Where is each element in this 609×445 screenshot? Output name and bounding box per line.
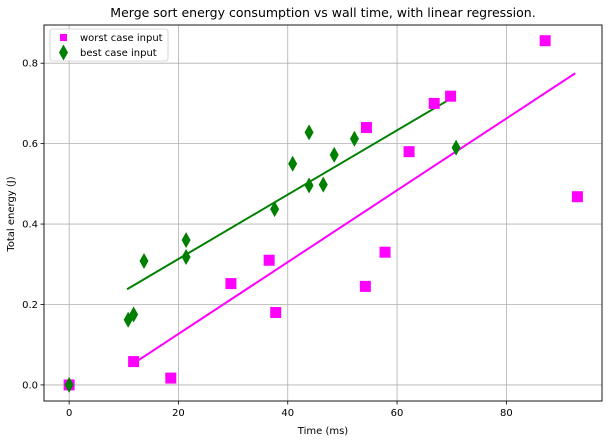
data-point xyxy=(318,176,328,193)
data-point xyxy=(539,35,551,47)
data-point xyxy=(225,278,237,290)
y-tick-label: 0.0 xyxy=(22,380,38,391)
data-point xyxy=(64,376,74,393)
x-tick-label: 40 xyxy=(281,408,294,419)
data-point xyxy=(304,177,314,194)
data-point xyxy=(128,356,140,368)
data-point xyxy=(349,130,359,147)
plot-frame xyxy=(43,24,603,402)
data-point xyxy=(304,124,314,141)
data-point xyxy=(270,307,282,319)
x-tick-label: 60 xyxy=(391,408,404,419)
legend-marker xyxy=(60,34,67,41)
y-tick-label: 0.4 xyxy=(22,220,38,231)
legend-box xyxy=(49,28,169,62)
data-point xyxy=(428,97,440,109)
data-point xyxy=(329,146,339,163)
data-point xyxy=(181,249,191,266)
axis-ticks: 0 20 40 60 80 0.0 0.2 0.4 0.6 0.8 xyxy=(22,59,513,419)
legend: worst case input best case input xyxy=(49,28,169,62)
y-tick-label: 0.8 xyxy=(22,59,38,70)
chart-title: Merge sort energy consumption vs wall ti… xyxy=(110,5,535,20)
data-points xyxy=(63,35,583,393)
data-point xyxy=(181,232,191,249)
y-tick-label: 0.2 xyxy=(22,300,38,311)
grid-lines xyxy=(44,25,602,401)
y-tick-label: 0.6 xyxy=(22,139,38,150)
y-axis-label: Total energy (J) xyxy=(6,176,17,252)
data-point xyxy=(445,90,457,102)
legend-label: worst case input xyxy=(80,33,163,44)
legend-label: best case input xyxy=(80,48,157,59)
data-point xyxy=(379,246,391,258)
data-point xyxy=(270,201,280,218)
data-point xyxy=(263,254,275,266)
x-axis-label: Time (ms) xyxy=(297,426,349,437)
x-tick-label: 0 xyxy=(66,408,72,419)
data-point xyxy=(360,122,372,134)
x-tick-label: 80 xyxy=(500,408,513,419)
data-point xyxy=(139,253,149,270)
data-point xyxy=(129,306,139,323)
data-point xyxy=(359,280,371,292)
data-point xyxy=(451,139,461,156)
regression-line xyxy=(130,72,576,366)
data-point xyxy=(571,191,583,203)
x-tick-label: 20 xyxy=(172,408,185,419)
data-point xyxy=(403,146,415,158)
data-point xyxy=(165,372,177,384)
legend-marker xyxy=(59,44,68,61)
data-point xyxy=(288,155,298,172)
